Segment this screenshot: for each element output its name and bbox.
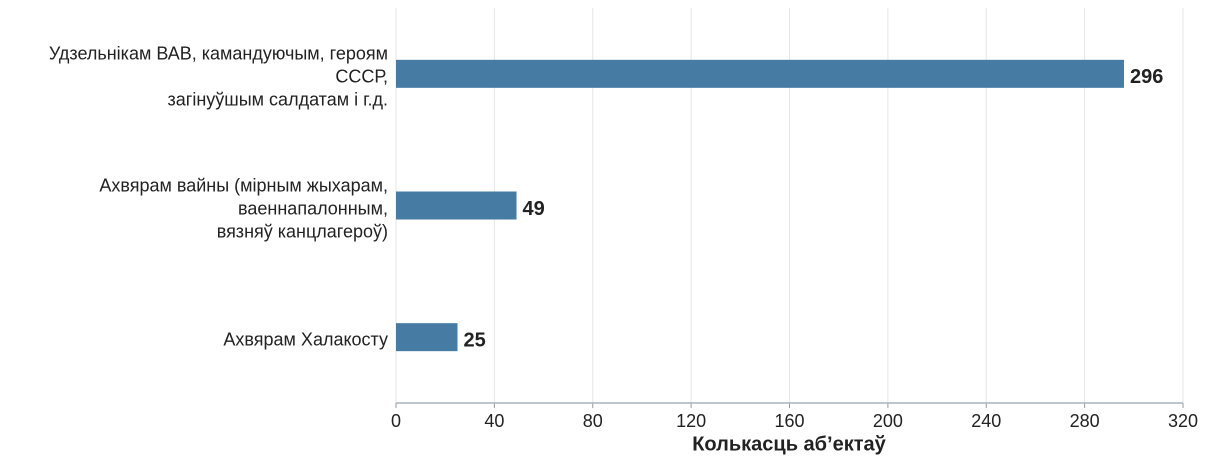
x-tick-label: 200 xyxy=(873,411,903,431)
bar xyxy=(396,191,517,220)
x-tick-label: 240 xyxy=(971,411,1001,431)
bar xyxy=(396,323,458,352)
value-label: 25 xyxy=(463,329,485,351)
category-label: Удзельнікам ВАВ, камандуючым, героям ССС… xyxy=(48,43,388,110)
x-tick-label: 160 xyxy=(774,411,804,431)
x-tick-label: 320 xyxy=(1168,411,1198,431)
category-label: Ахвярам вайны (мірным жыхарам, ваеннапал… xyxy=(99,175,388,241)
bar xyxy=(396,59,1124,88)
value-label: 49 xyxy=(523,198,545,220)
x-tick-label: 40 xyxy=(484,411,504,431)
value-label: 296 xyxy=(1130,66,1163,88)
x-tick-label: 0 xyxy=(391,411,401,431)
x-tick-label: 280 xyxy=(1070,411,1100,431)
x-tick-label: 80 xyxy=(583,411,603,431)
x-axis-title: Колькасць аб’ектаў xyxy=(692,433,886,455)
category-label: Ахвярам Халакосту xyxy=(223,329,388,350)
x-tick-label: 120 xyxy=(676,411,706,431)
